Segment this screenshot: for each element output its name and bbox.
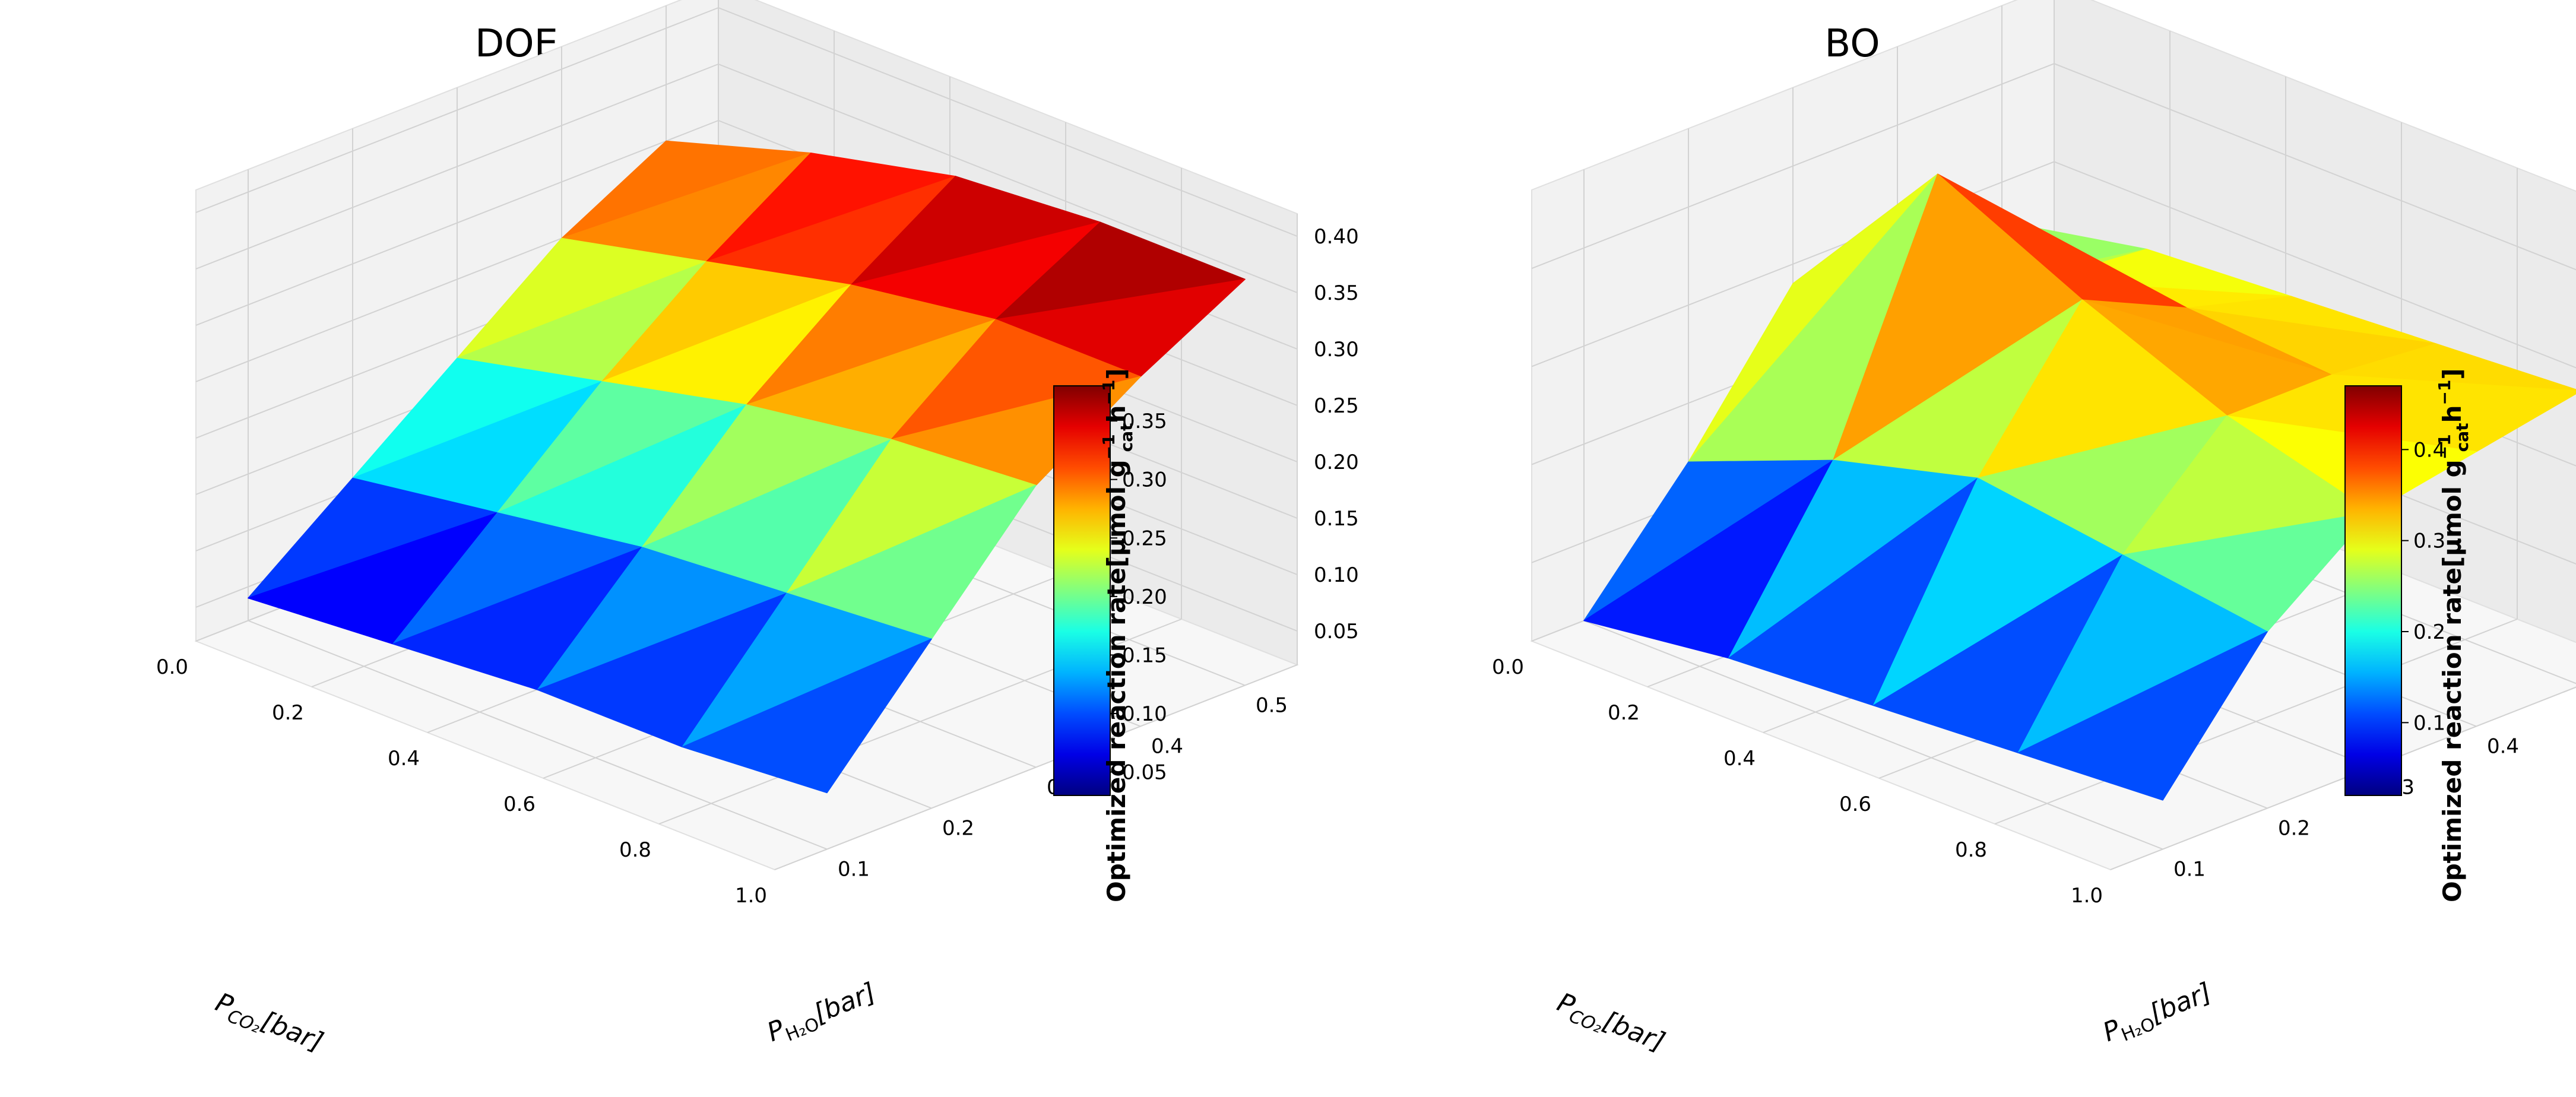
- x-tick-label: 1.0: [735, 884, 767, 908]
- z-title-tail-sup: −1: [1099, 380, 1119, 405]
- y-tick-label: 0.1: [2173, 858, 2206, 882]
- z-title-tail: h: [2438, 405, 2467, 423]
- x-tick-label: 0.6: [503, 792, 536, 816]
- gridline-z-right: [718, 7, 1298, 237]
- z-tick-label: 0.40: [1314, 225, 1359, 249]
- gridline-z-right: [2054, 63, 2576, 271]
- y-tick-label: 0.4: [1151, 735, 1183, 759]
- gridline-y-floor: [1583, 620, 2163, 850]
- z-title-sub: cat: [2453, 423, 2472, 452]
- y-tick-label: 0.5: [1256, 694, 1288, 718]
- z-tick-label: 0.05: [1314, 620, 1359, 643]
- x-axis-title-unit: [bar]: [1599, 1006, 1669, 1057]
- colorbar-tick-label: 0.20: [1122, 585, 1167, 609]
- colorbar-tick-label: 0.35: [1122, 410, 1167, 433]
- colorbar-tick-label: 0.2: [2413, 620, 2445, 644]
- x-tick-label: 0.8: [1955, 838, 1987, 862]
- z-tick-label: 0.30: [1314, 338, 1359, 362]
- z-title-sup: −1: [1099, 434, 1119, 459]
- gridline-z-left: [1531, 63, 2055, 270]
- colorbar-tick-label: 0.25: [1122, 527, 1167, 550]
- y-tick-label: 0.2: [2278, 817, 2310, 841]
- surface-facet: [2017, 631, 2268, 801]
- colorbar-tick-label: 0.1: [2413, 711, 2445, 735]
- colorbar: [2344, 385, 2402, 796]
- x-axis-title-unit: [bar]: [257, 1006, 328, 1057]
- surface: [248, 140, 1246, 794]
- y-axis-title-bo: PH₂O[bar]: [2099, 977, 2217, 1052]
- x-tick-label: 0.4: [388, 747, 420, 771]
- gridline-y-floor: [248, 620, 828, 850]
- z-tick-label: 0.25: [1314, 394, 1359, 418]
- x-axis-title-doe: PCO₂[bar]: [210, 987, 327, 1061]
- y-tick-label: 0.2: [942, 817, 974, 841]
- colorbar: [1053, 385, 1111, 796]
- z-tick-label: 0.20: [1314, 451, 1359, 474]
- z-tick-label: 0.35: [1314, 281, 1359, 305]
- z-tick-label: 0.10: [1314, 563, 1359, 587]
- panel-doe: 0.00.20.40.60.81.00.10.20.30.40.50.050.1…: [156, 0, 1359, 908]
- x-tick-label: 1.0: [2071, 884, 2103, 908]
- colorbar-tick-label: 0.4: [2413, 438, 2445, 462]
- x-axis-title-bo: PCO₂[bar]: [1551, 987, 1669, 1061]
- colorbar-tick-label: 0.05: [1122, 761, 1167, 785]
- z-tick-label: 0.15: [1314, 507, 1359, 531]
- z-axis-title-doe: Optimized reaction rate[μmol g−1cath−1]: [1099, 368, 1136, 902]
- surface-facet: [682, 638, 932, 794]
- y-tick-label: 0.1: [838, 858, 870, 882]
- x-tick-label: 0.0: [1492, 655, 1524, 679]
- colorbar-tick-label: 0.30: [1122, 468, 1167, 492]
- colorbar-tick-label: 0.15: [1122, 643, 1167, 667]
- z-title-tail: h: [1102, 405, 1131, 423]
- x-tick-label: 0.2: [1608, 701, 1640, 725]
- z-title-main: Optimized reaction rate[μmol g: [2438, 459, 2467, 902]
- y-axis-title-unit: [bar]: [810, 977, 880, 1029]
- y-axis-title-doe: PH₂O[bar]: [763, 977, 882, 1052]
- z-title-sub: cat: [1117, 423, 1136, 452]
- surface: [1583, 173, 2576, 801]
- x-tick-label: 0.2: [272, 701, 304, 725]
- colorbar-tick-label: 0.10: [1122, 702, 1167, 726]
- z-axis-title-bo: Optimized reaction rate[μmol g−1cath−1]: [2435, 368, 2472, 902]
- x-tick-label: 0.6: [1839, 792, 1871, 816]
- z-title-end: ]: [1102, 368, 1131, 379]
- z-title-tail-sup: −1: [2435, 380, 2454, 405]
- y-axis-title-unit: [bar]: [2146, 977, 2216, 1029]
- panel-bo: 0.00.20.40.60.81.00.10.20.30.40.50.10.20…: [1492, 0, 2576, 908]
- gridline-z-left: [195, 64, 719, 270]
- z-title-sup: −1: [2435, 434, 2454, 459]
- x-tick-label: 0.8: [619, 838, 651, 862]
- gridline-z-right: [718, 64, 1298, 293]
- gridline-z-left: [195, 7, 719, 213]
- colorbar-tick-label: 0.3: [2413, 530, 2445, 553]
- x-tick-label: 0.0: [156, 655, 188, 679]
- gridline-z-right: [2054, 161, 2576, 369]
- z-title-main: Optimized reaction rate[μmol g: [1102, 459, 1131, 902]
- gridline-z-left: [195, 120, 719, 326]
- y-tick-label: 0.4: [2487, 735, 2519, 759]
- z-title-end: ]: [2438, 368, 2467, 379]
- x-tick-label: 0.4: [1723, 747, 1756, 771]
